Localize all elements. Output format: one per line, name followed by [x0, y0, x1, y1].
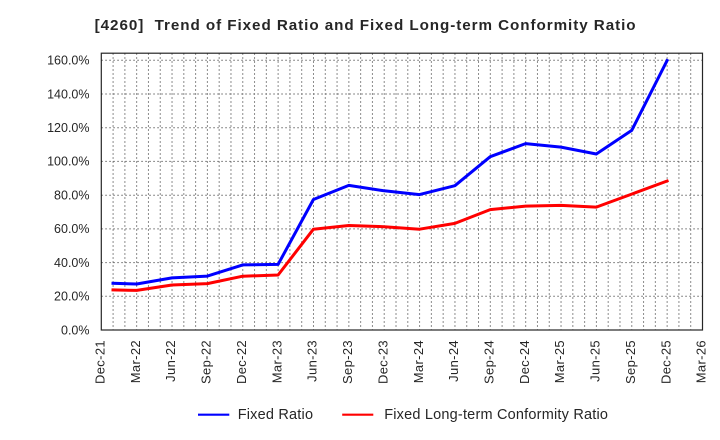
svg-text:Jun-24: Jun-24: [446, 340, 461, 382]
svg-text:120.0%: 120.0%: [47, 121, 89, 135]
svg-text:Jun-23: Jun-23: [305, 340, 320, 382]
svg-text:Mar-24: Mar-24: [411, 340, 426, 383]
svg-text:[4260] Trend of Fixed Ratio a: [4260] Trend of Fixed Ratio and Fixed Lo…: [95, 17, 637, 34]
svg-text:Dec-22: Dec-22: [234, 340, 249, 384]
svg-text:60.0%: 60.0%: [54, 222, 89, 236]
svg-text:140.0%: 140.0%: [47, 87, 89, 101]
svg-text:Sep-23: Sep-23: [340, 340, 355, 384]
svg-text:Dec-21: Dec-21: [93, 340, 108, 384]
svg-text:80.0%: 80.0%: [54, 189, 89, 203]
svg-text:20.0%: 20.0%: [54, 290, 89, 304]
svg-text:Sep-22: Sep-22: [199, 340, 214, 384]
svg-text:Fixed Ratio: Fixed Ratio: [238, 407, 314, 423]
svg-text:Sep-24: Sep-24: [482, 340, 497, 384]
svg-text:Mar-22: Mar-22: [128, 340, 143, 383]
svg-text:160.0%: 160.0%: [47, 54, 89, 68]
svg-text:Dec-25: Dec-25: [658, 340, 673, 384]
svg-text:Dec-24: Dec-24: [517, 340, 532, 384]
svg-text:Mar-26: Mar-26: [694, 340, 709, 383]
svg-text:Jun-25: Jun-25: [588, 340, 603, 382]
svg-text:Mar-25: Mar-25: [552, 340, 567, 383]
svg-text:Dec-23: Dec-23: [375, 340, 390, 384]
svg-text:Mar-23: Mar-23: [269, 340, 284, 383]
svg-text:Fixed Long-term Conformity Rat: Fixed Long-term Conformity Ratio: [384, 407, 608, 423]
svg-text:0.0%: 0.0%: [61, 323, 90, 337]
svg-text:Jun-22: Jun-22: [163, 340, 178, 382]
svg-text:40.0%: 40.0%: [54, 256, 89, 270]
svg-text:Sep-25: Sep-25: [623, 340, 638, 384]
svg-text:100.0%: 100.0%: [47, 155, 89, 169]
